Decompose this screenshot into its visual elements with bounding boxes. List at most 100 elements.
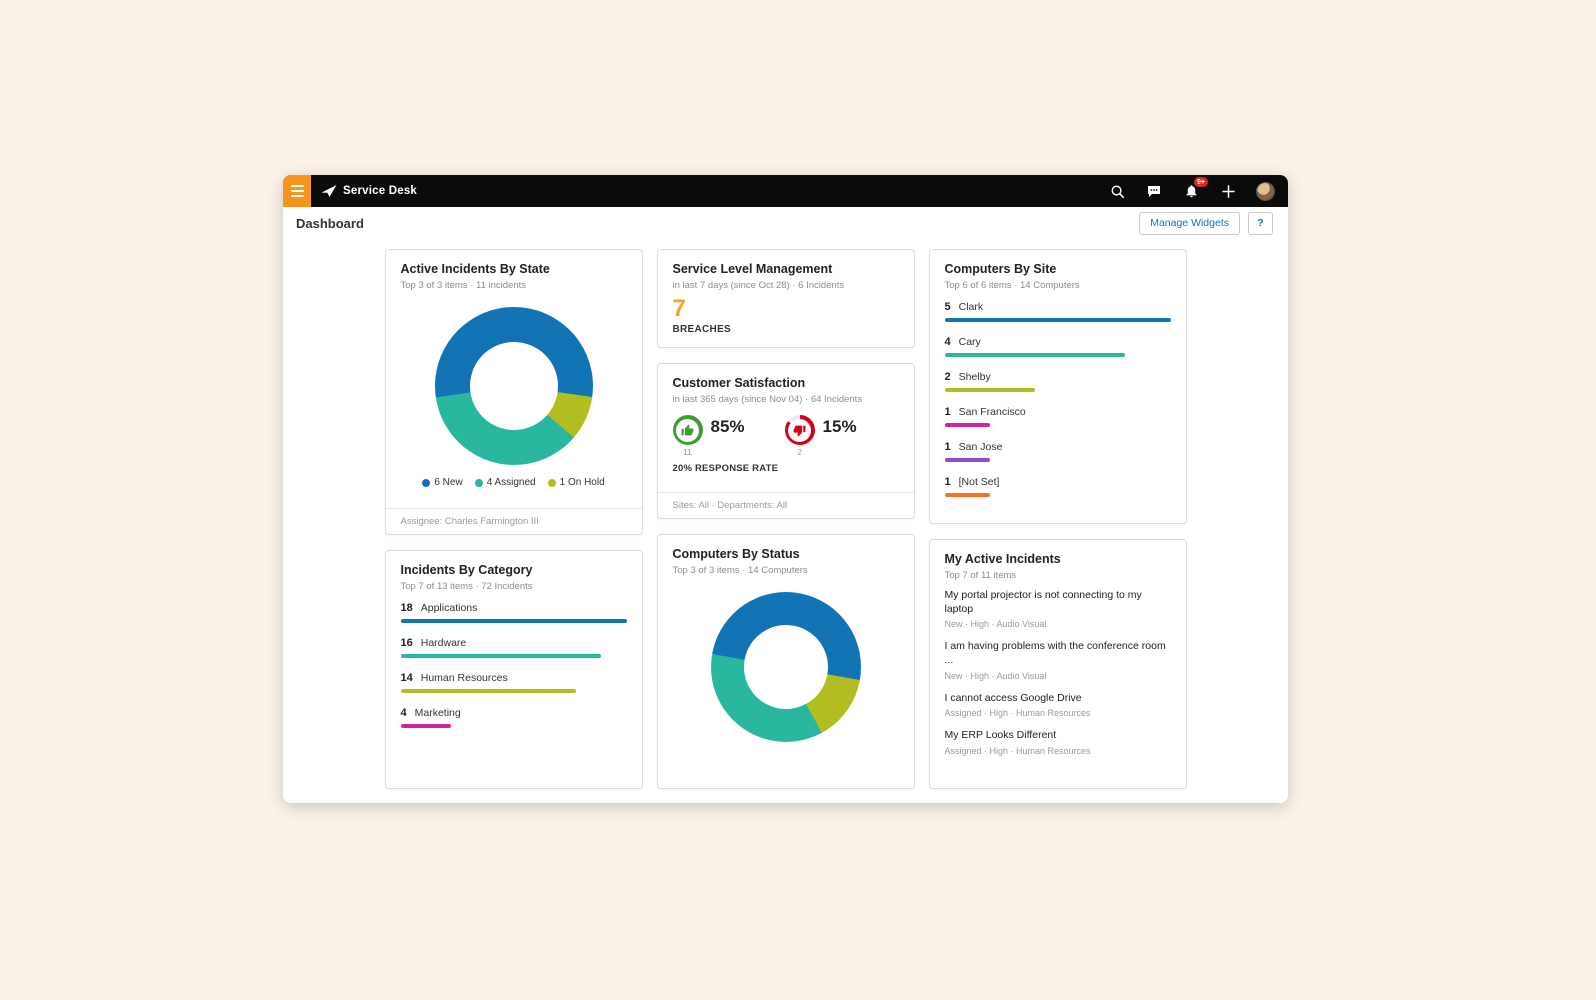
incident-meta: New · High · Audio Visual [944,619,1047,630]
incident-meta: New · High · Audio Visual [944,670,1047,681]
incident-meta: Assigned · High · Human Resources [944,708,1091,719]
column-1: Active Incidents By State Top 3 of 3 ite… [384,249,643,789]
user-avatar[interactable] [1256,181,1275,201]
bar [944,388,1035,392]
app-logo-icon [321,184,337,198]
incident-list: My portal projector is not connecting to… [945,589,1171,756]
bar-value: 14 [400,672,413,684]
incident-title[interactable]: I am having problems with the conference… [944,640,1166,666]
bar-value: 4 [400,707,407,719]
bar [944,493,990,497]
widget-computers-by-site: Computers By Site Top 6 of 6 items · 14 … [928,249,1187,524]
site-bar-row: 2 Shelby [944,371,1171,392]
negative-count: 2 [797,447,802,458]
widget-subtitle: Top 7 of 11 items [944,570,1017,581]
app-title: Service Desk [343,185,418,197]
widget-subtitle: Top 3 of 3 items · 14 Computers [672,565,808,577]
bar [944,318,1171,322]
hamburger-menu-button[interactable] [283,175,311,207]
computers-by-status-donut-chart [710,592,861,743]
topbar: Service Desk 9+ [283,175,1288,207]
page-title: Dashboard [296,216,364,231]
csat-positive: 11 85% [672,415,745,458]
bar-label: Hardware [420,637,467,649]
add-new-icon[interactable] [1219,182,1237,200]
legend-item: 4 Assigned [474,477,536,488]
positive-count: 11 [683,447,692,458]
site-bar-row: 1 San Jose [944,441,1171,462]
bar-label: Clark [958,301,984,313]
category-bar-row: 16 Hardware [400,637,627,658]
negative-percent: 15% [822,417,857,437]
category-bar-list: 18 Applications 16 Hardware [400,602,627,728]
bar-label: Cary [958,336,981,348]
widget-subtitle: Top 6 of 6 items · 14 Computers [944,280,1080,291]
incident-meta: Assigned · High · Human Resources [944,745,1091,756]
hamburger-icon [290,185,304,187]
help-button[interactable]: ? [1248,212,1273,235]
incident-list-item[interactable]: My ERP Looks Different Assigned · High ·… [945,729,1171,756]
bar-value: 5 [944,301,951,313]
category-bar-row: 14 Human Resources [400,672,627,693]
bar-label: San Jose [958,441,1003,453]
column-2: Service Level Management in last 7 days … [656,249,915,789]
donut-legend: 6 New 4 Assigned 1 On Hold [401,477,627,496]
bar-label: Applications [420,602,478,614]
category-bar-row: 4 Marketing [400,707,627,728]
widget-subtitle: Top 3 of 3 items · 11 incidents [400,280,527,291]
bar-value: 18 [400,602,413,614]
widget-title: Computers By Site [944,262,1057,276]
legend-item: 6 New [422,477,463,488]
widget-footer: Sites: All · Departments: All [657,492,914,518]
bar-label: Shelby [958,371,991,383]
site-bar-row: 1 [Not Set] [944,476,1171,497]
legend-dot [547,478,556,487]
bar-value: 4 [944,336,951,348]
bar [400,689,577,693]
incident-list-item[interactable]: My portal projector is not connecting to… [945,589,1171,629]
widget-title: Active Incidents By State [400,262,550,276]
widget-subtitle: in last 7 days (since Oct 28) · 6 Incide… [672,280,845,291]
bar-value: 16 [400,637,413,649]
app-window: Service Desk 9+ Dashboard Manage Widgets… [283,175,1288,803]
incident-list-item[interactable]: I cannot access Google Drive Assigned · … [945,692,1171,719]
manage-widgets-button[interactable]: Manage Widgets [1139,212,1240,235]
topbar-icons: 9+ [1108,177,1275,201]
bar-label: Marketing [414,707,461,719]
legend-dot [474,478,483,487]
chat-icon[interactable] [1145,182,1163,200]
bar [400,654,602,658]
widget-incidents-by-category: Incidents By Category Top 7 of 13 items … [384,550,643,789]
incident-title[interactable]: My ERP Looks Different [944,729,1057,742]
widget-active-incidents-by-state: Active Incidents By State Top 3 of 3 ite… [384,249,643,535]
widget-customer-satisfaction: Customer Satisfaction in last 365 days (… [656,363,915,520]
legend-dot [422,478,431,487]
notification-badge: 9+ [1194,177,1208,187]
bar [400,619,627,623]
notifications-bell-icon[interactable]: 9+ [1182,177,1208,200]
category-bar-row: 18 Applications [400,602,627,623]
site-bar-row: 4 Cary [944,336,1171,357]
widget-title: Incidents By Category [400,563,533,577]
bar [400,724,451,728]
widget-title: My Active Incidents [944,552,1061,566]
incident-list-item[interactable]: I am having problems with the conference… [945,640,1171,680]
widget-computers-by-status: Computers By Status Top 3 of 3 items · 1… [656,534,915,789]
site-bar-list: 5 Clark 4 Cary [944,301,1171,497]
page-header: Dashboard Manage Widgets ? [283,207,1288,240]
brand: Service Desk [321,184,417,198]
widget-title: Computers By Status [672,547,800,562]
response-rate: 20% RESPONSE RATE [672,463,779,475]
incident-title[interactable]: I cannot access Google Drive [944,691,1082,704]
site-bar-row: 1 San Francisco [944,406,1171,427]
column-3: Computers By Site Top 6 of 6 items · 14 … [928,249,1187,789]
search-icon[interactable] [1108,182,1126,200]
bar-label: San Francisco [958,406,1026,418]
breach-count: 7 [672,295,686,322]
bar-label: [Not Set] [958,476,1000,488]
incident-title[interactable]: My portal projector is not connecting to… [944,589,1142,615]
bar [944,423,990,427]
thumbs-up-icon [672,415,703,446]
bar-value: 1 [944,476,951,488]
bar [944,353,1126,357]
